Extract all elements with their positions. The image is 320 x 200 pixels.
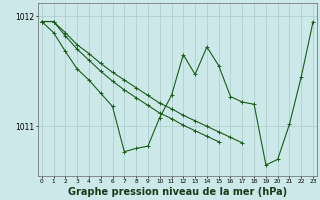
X-axis label: Graphe pression niveau de la mer (hPa): Graphe pression niveau de la mer (hPa) [68, 187, 287, 197]
